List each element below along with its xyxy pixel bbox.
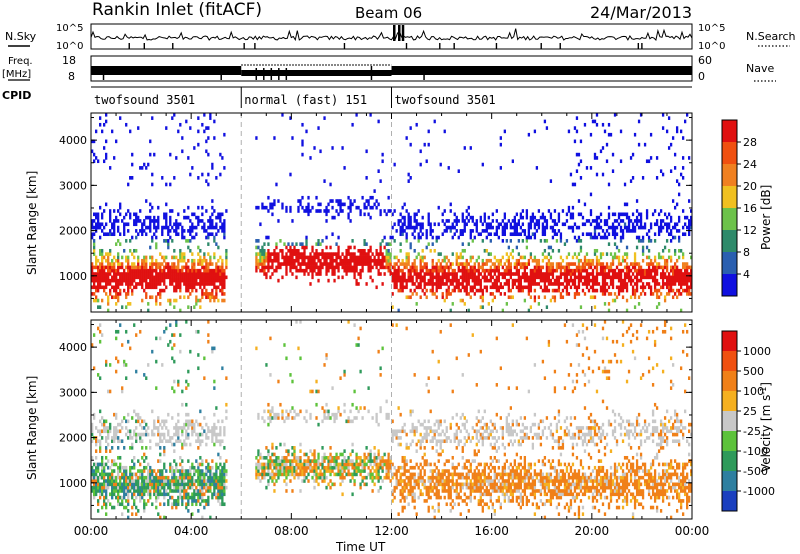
x-axis-label: Time UT [335,540,386,554]
velocity-cbar-label-exp: -1 [759,387,768,395]
nsky-panel: N.Sky 10^5 10^0 10^5 10^0 N.Search [5,23,796,52]
power-panel: 1000 2000 3000 4000 Slant Range [km] 28 24 20… [25,112,773,313]
x-tick-label: 08:00 [274,524,309,538]
colorbar-tick-label: -500 [743,465,768,478]
colorbar-tick-label: 24 [743,158,757,171]
x-tick-label: 00:00 [74,524,109,538]
colorbar-tick-label: -1000 [743,485,775,498]
power-colorbar: 28 24 20 16 12 8 4 [721,119,757,297]
x-tick-label: 12:00 [374,524,409,538]
colorbar-tick-label: 20 [743,180,757,193]
nsky-label: N.Sky [5,30,37,43]
nave-label: Nave [746,62,774,75]
nsky-tick-bottom: 10^0 [56,41,83,52]
cpid-strip: CPID twofsound 3501 normal (fast) 151 twof… [2,86,692,108]
nsky-trace [90,25,693,49]
x-tick-label: 00:00 [675,524,710,538]
velocity-cbar-label-text: Velocity [m s [759,395,773,472]
nsearch-tick-top: 10^5 [698,23,725,34]
colorbar-tick-label: 28 [743,136,757,149]
power-heatmap [91,113,693,313]
nave-tick-bottom: 0 [698,70,705,83]
nsearch-label: N.Search [746,30,796,43]
date-title: 24/Mar/2013 [590,3,692,22]
colorbar-tick-label: 12 [743,224,757,237]
cpid-mode-label: normal (fast) 151 [244,93,367,107]
x-tick-label: 20:00 [575,524,610,538]
velocity-heatmap [91,320,693,520]
y-tick-label: 3000 [59,386,87,399]
nsky-tick-top: 10^5 [56,23,83,34]
y-tick-label: 1000 [59,270,87,283]
x-tick-label: 16:00 [474,524,509,538]
y-tick-label: 4000 [59,134,87,147]
y-tick-label: 2000 [59,432,87,445]
freq-unit-label: [MHz] [2,69,31,80]
nave-tick-top: 60 [698,54,712,67]
velocity-colorbar: 1000 500 100 25 -25 -100 -500 -1000 [721,330,775,512]
y-tick-label: 2000 [59,225,87,238]
freq-panel: Freq. [MHz] 18 8 60 0 Nave [2,54,776,83]
y-tick-label: 1000 [59,477,87,490]
colorbar-tick-label: 4 [743,268,750,281]
freq-tick-top: 18 [62,54,76,67]
station-title: Rankin Inlet (fitACF) [92,0,262,20]
freq-trace [91,64,692,80]
y-tick-label: 4000 [59,341,87,354]
colorbar-tick-label: 16 [743,202,757,215]
velocity-cbar-label-close: ] [759,382,773,387]
power-ylabel: Slant Range [km] [25,171,39,275]
colorbar-tick-label: 1000 [743,345,771,358]
velocity-ylabel: Slant Range [km] [25,376,39,480]
colorbar-tick-label: 25 [743,405,757,418]
power-cbar-label: Power [dB] [759,185,773,250]
y-tick-label: 3000 [59,179,87,192]
cpid-mode-label: twofsound 3501 [94,93,195,107]
beam-title: Beam 06 [355,4,422,22]
velocity-cbar-label: Velocity [m s-1] [759,382,773,472]
cpid-label: CPID [2,89,31,102]
freq-label: Freq. [8,56,33,67]
colorbar-tick-label: -100 [743,445,768,458]
colorbar-tick-label: -25 [743,425,761,438]
colorbar-tick-label: 8 [743,246,750,259]
colorbar-tick-label: 100 [743,385,764,398]
nsearch-tick-bottom: 10^0 [698,41,725,52]
x-tick-label: 04:00 [174,524,209,538]
velocity-panel: 1000 2000 3000 4000 Slant Range [km] 1000 50… [25,319,775,520]
cpid-mode-label: twofsound 3501 [395,93,496,107]
colorbar-tick-label: 500 [743,365,764,378]
freq-tick-bottom: 8 [68,70,75,83]
